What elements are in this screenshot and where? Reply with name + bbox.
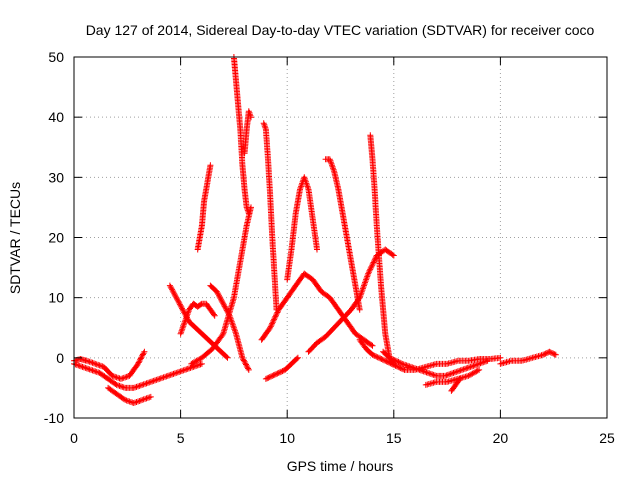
data-points <box>260 120 280 313</box>
data-layer <box>71 54 559 406</box>
series-arc-7 <box>207 282 252 373</box>
series-arc-9 <box>188 204 254 367</box>
data-points <box>241 108 254 157</box>
y-tick-label: 50 <box>48 49 64 65</box>
series-arc-19 <box>380 348 491 379</box>
data-points <box>380 348 491 379</box>
x-axis-label: GPS time / hours <box>287 458 394 474</box>
series-arc-21 <box>448 375 463 394</box>
x-tick-label: 10 <box>279 430 295 446</box>
y-tick-label: 20 <box>48 230 64 246</box>
y-tick-label: 40 <box>48 109 64 125</box>
data-points <box>262 354 301 382</box>
y-tick-label: 0 <box>56 350 64 366</box>
y-tick-label: 10 <box>48 290 64 306</box>
x-tick-label: 25 <box>599 430 615 446</box>
data-points <box>177 300 218 337</box>
y-tick-label: 30 <box>48 169 64 185</box>
series-arc-20 <box>422 366 483 388</box>
ticks: 0 5 10 15 20 25 -10 0 10 20 30 40 50 <box>44 49 615 446</box>
data-points <box>188 204 254 367</box>
data-points <box>194 162 214 253</box>
grid <box>74 57 607 418</box>
series-arc-3 <box>105 384 154 406</box>
x-tick-label: 0 <box>70 430 78 446</box>
series-arc-12 <box>262 354 301 382</box>
series-arc-14 <box>284 174 320 283</box>
x-tick-label: 20 <box>493 430 509 446</box>
data-points <box>367 132 397 367</box>
data-points <box>497 348 559 367</box>
chart-title: Day 127 of 2014, Sidereal Day-to-day VTE… <box>86 22 595 38</box>
plot-frame <box>73 56 608 419</box>
series-arc-18 <box>367 132 397 367</box>
x-tick-label: 5 <box>177 430 185 446</box>
series-arc-11 <box>260 120 280 313</box>
data-points <box>356 336 504 373</box>
series-arc-10 <box>241 108 254 157</box>
x-tick-label: 15 <box>386 430 402 446</box>
data-points <box>422 366 483 388</box>
series-arc-17 <box>356 336 504 373</box>
series-arc-22 <box>497 348 559 367</box>
data-points <box>105 384 154 406</box>
data-points <box>448 375 463 394</box>
data-points <box>284 174 320 283</box>
y-axis-label: SDTVAR / TECUs <box>7 182 23 294</box>
series-arc-6 <box>194 162 214 253</box>
series-arc-16 <box>322 156 363 313</box>
data-points <box>207 282 252 373</box>
data-points <box>322 156 363 313</box>
series-arc-5 <box>177 300 218 337</box>
y-tick-label: -10 <box>44 410 64 426</box>
